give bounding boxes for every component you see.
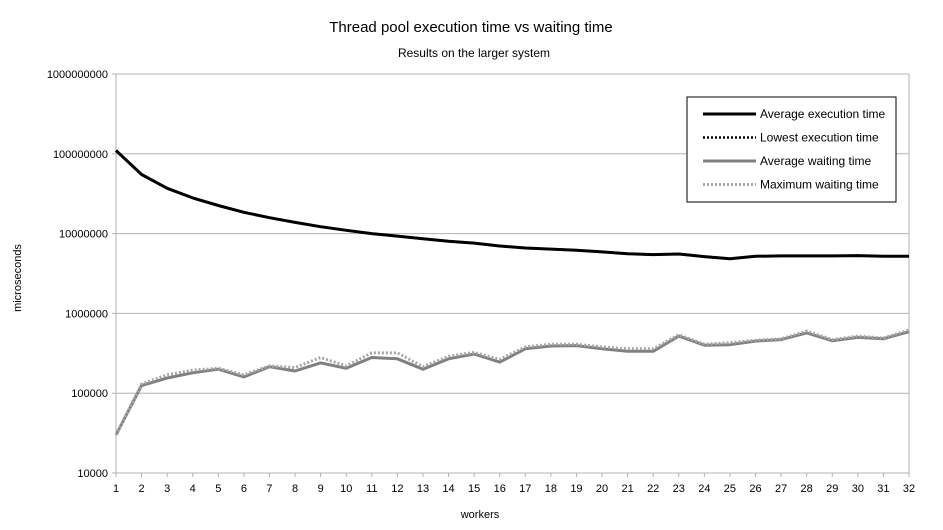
x-tick-label: 29 xyxy=(826,483,838,495)
legend-label: Maximum waiting time xyxy=(760,178,879,192)
x-tick-label: 20 xyxy=(596,483,608,495)
legend-label: Average waiting time xyxy=(760,154,871,168)
x-tick-label: 17 xyxy=(519,483,531,495)
x-tick-labels: 1 2 3 4 5 6 7 8 9 10 11 12 13 14 15 16 17 18 19 20 21 22 23 24 2… xyxy=(113,483,915,495)
y-tick-label: 10000000 xyxy=(59,229,108,241)
x-tick-label: 16 xyxy=(494,483,506,495)
x-axis-label: workers xyxy=(460,509,500,521)
x-tick-label: 22 xyxy=(647,483,659,495)
x-tick-label: 27 xyxy=(775,483,787,495)
chart-subtitle: Results on the larger system xyxy=(398,46,550,60)
x-tick-label: 28 xyxy=(801,483,813,495)
y-axis-label: microseconds xyxy=(12,244,24,312)
x-tick-label: 24 xyxy=(698,483,710,495)
x-tick-label: 10 xyxy=(340,483,352,495)
series-line-lowest-execution-time xyxy=(115,149,909,260)
x-tick-label: 18 xyxy=(545,483,557,495)
y-tick-label: 100000000 xyxy=(53,149,108,161)
x-tick-label: 8 xyxy=(292,483,298,495)
x-tick-label: 7 xyxy=(266,483,272,495)
x-tick-label: 25 xyxy=(724,483,736,495)
chart-title: Thread pool execution time vs waiting ti… xyxy=(329,19,612,36)
series-line-average-waiting-time xyxy=(114,330,910,436)
x-tick-label: 31 xyxy=(877,483,889,495)
legend-label: Lowest execution time xyxy=(760,131,879,145)
axes xyxy=(115,74,910,477)
x-tick-label: 21 xyxy=(621,483,633,495)
legend-label: Average execution time xyxy=(760,107,886,121)
x-tick-label: 1 xyxy=(113,483,119,495)
x-tick-label: 23 xyxy=(673,483,685,495)
y-tick-label: 1000000 xyxy=(65,308,108,320)
x-tick-label: 6 xyxy=(241,483,247,495)
x-tick-label: 9 xyxy=(318,483,324,495)
x-tick-label: 12 xyxy=(391,483,403,495)
x-tick-label: 3 xyxy=(164,483,170,495)
legend: Average execution time Lowest execution t… xyxy=(686,96,897,203)
x-tick-label: 14 xyxy=(442,483,454,495)
x-tick-label: 11 xyxy=(366,483,377,495)
series-lines xyxy=(114,149,910,436)
x-tick-label: 13 xyxy=(417,483,429,495)
x-tick-label: 5 xyxy=(215,483,221,495)
y-tick-labels: 10000 100000 1000000 10000000 100000000 10000… xyxy=(47,69,108,480)
x-tick-label: 4 xyxy=(190,483,196,495)
y-tick-label: 1000000000 xyxy=(47,69,108,81)
x-tick-label: 2 xyxy=(139,483,145,495)
y-tick-label: 10000 xyxy=(77,468,108,480)
y-tick-label: 100000 xyxy=(71,388,108,400)
x-tick-label: 26 xyxy=(749,483,761,495)
series-line-maximum-waiting-time xyxy=(114,328,910,436)
x-tick-label: 32 xyxy=(903,483,915,495)
x-tick-label: 15 xyxy=(468,483,480,495)
x-tick-label: 19 xyxy=(570,483,582,495)
x-tick-label: 30 xyxy=(852,483,864,495)
